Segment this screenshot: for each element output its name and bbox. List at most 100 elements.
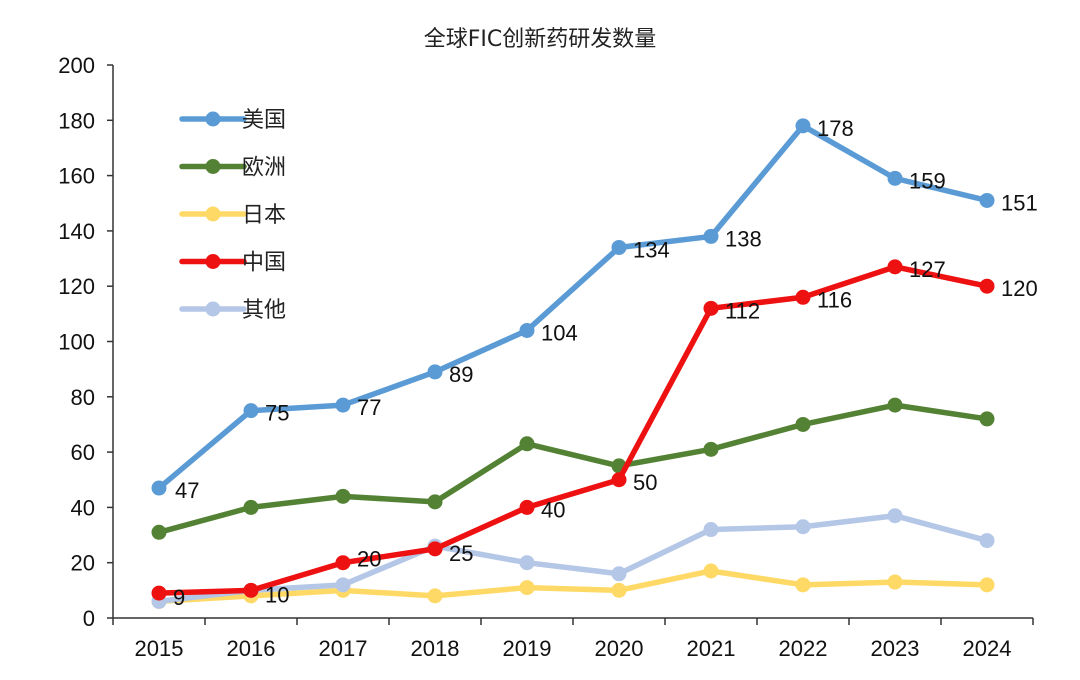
x-tick-label: 2016	[227, 636, 276, 661]
data-point	[611, 239, 627, 255]
x-tick-label: 2021	[687, 636, 736, 661]
data-point	[703, 228, 719, 244]
data-label: 25	[449, 541, 473, 566]
data-point	[795, 289, 811, 305]
data-point	[979, 278, 995, 294]
y-tick-label: 180	[58, 108, 95, 133]
legend-item: 其他	[179, 298, 286, 323]
legend-label: 中国	[242, 251, 286, 276]
y-tick-label: 60	[71, 440, 95, 465]
series-line	[156, 402, 990, 536]
data-point	[335, 397, 351, 413]
data-point	[427, 364, 443, 380]
data-label: 134	[633, 237, 670, 262]
data-label: 112	[725, 298, 760, 323]
data-point	[795, 416, 811, 432]
data-label: 40	[541, 497, 565, 522]
data-label: 116	[817, 287, 852, 312]
series-line	[156, 264, 990, 596]
data-point	[335, 488, 351, 504]
x-tick-label: 2024	[963, 636, 1012, 661]
data-label: 10	[265, 582, 289, 607]
data-point	[703, 300, 719, 316]
data-point	[795, 577, 811, 593]
data-point	[335, 555, 351, 571]
data-point	[243, 499, 259, 515]
data-label: 104	[541, 320, 578, 345]
legend-label: 日本	[242, 203, 286, 228]
legend-swatch-marker	[205, 111, 221, 127]
y-tick-label: 20	[71, 551, 95, 576]
data-point	[795, 519, 811, 535]
series-line	[156, 123, 990, 491]
data-point	[519, 322, 535, 338]
data-point	[427, 541, 443, 557]
data-point	[151, 524, 167, 540]
data-point	[611, 472, 627, 488]
legend-label: 其他	[242, 298, 286, 323]
series-line	[156, 568, 990, 605]
y-tick-label: 200	[58, 53, 95, 78]
data-point	[519, 499, 535, 515]
data-label: 178	[817, 116, 854, 141]
legend-swatch-marker	[205, 206, 221, 222]
data-point	[243, 582, 259, 598]
data-point	[703, 441, 719, 457]
data-point	[611, 566, 627, 582]
data-point	[611, 582, 627, 598]
y-tick-label: 120	[58, 274, 95, 299]
chart-title: 全球FIC创新药研发数量	[424, 27, 657, 52]
x-tick-label: 2017	[319, 636, 368, 661]
data-point	[427, 494, 443, 510]
data-label: 159	[909, 168, 946, 193]
data-label: 47	[175, 478, 199, 503]
data-point	[151, 585, 167, 601]
data-label: 20	[357, 547, 381, 572]
x-tick-label: 2019	[503, 636, 552, 661]
data-point	[887, 508, 903, 524]
data-point	[519, 580, 535, 596]
data-label: 120	[1001, 276, 1038, 301]
data-label: 50	[633, 470, 657, 495]
data-label: 75	[265, 401, 289, 426]
data-point	[335, 577, 351, 593]
y-tick-label: 100	[58, 330, 95, 355]
x-tick-label: 2015	[135, 636, 184, 661]
data-point	[519, 436, 535, 452]
data-label: 127	[909, 257, 946, 282]
data-point	[795, 118, 811, 134]
data-point	[887, 397, 903, 413]
x-tick-label: 2022	[779, 636, 828, 661]
data-point	[243, 403, 259, 419]
x-tick-label: 2018	[411, 636, 460, 661]
legend-label: 欧洲	[242, 156, 286, 181]
data-point	[703, 563, 719, 579]
y-tick-label: 40	[71, 495, 95, 520]
legend-swatch-marker	[205, 254, 221, 269]
series-1	[151, 118, 995, 496]
data-point	[979, 192, 995, 208]
legend-item: 中国	[179, 251, 286, 276]
legend-swatch-marker	[205, 159, 221, 174]
x-tick-label: 2023	[871, 636, 920, 661]
data-point	[703, 522, 719, 538]
x-tick-label: 2020	[595, 636, 644, 661]
y-tick-label: 140	[58, 219, 95, 244]
y-tick-label: 160	[58, 164, 95, 189]
legend-item: 日本	[179, 203, 286, 228]
data-label: 9	[173, 585, 185, 610]
data-point	[427, 588, 443, 604]
data-point	[979, 577, 995, 593]
y-tick-label: 0	[83, 606, 95, 631]
data-label: 89	[449, 362, 473, 387]
data-point	[519, 555, 535, 571]
legend-swatch-marker	[205, 301, 221, 317]
legend-label: 美国	[242, 108, 286, 133]
legend-item: 美国	[179, 108, 286, 133]
data-label: 77	[357, 395, 381, 420]
y-tick-label: 80	[71, 385, 95, 410]
data-point	[979, 411, 995, 427]
data-point	[887, 574, 903, 590]
